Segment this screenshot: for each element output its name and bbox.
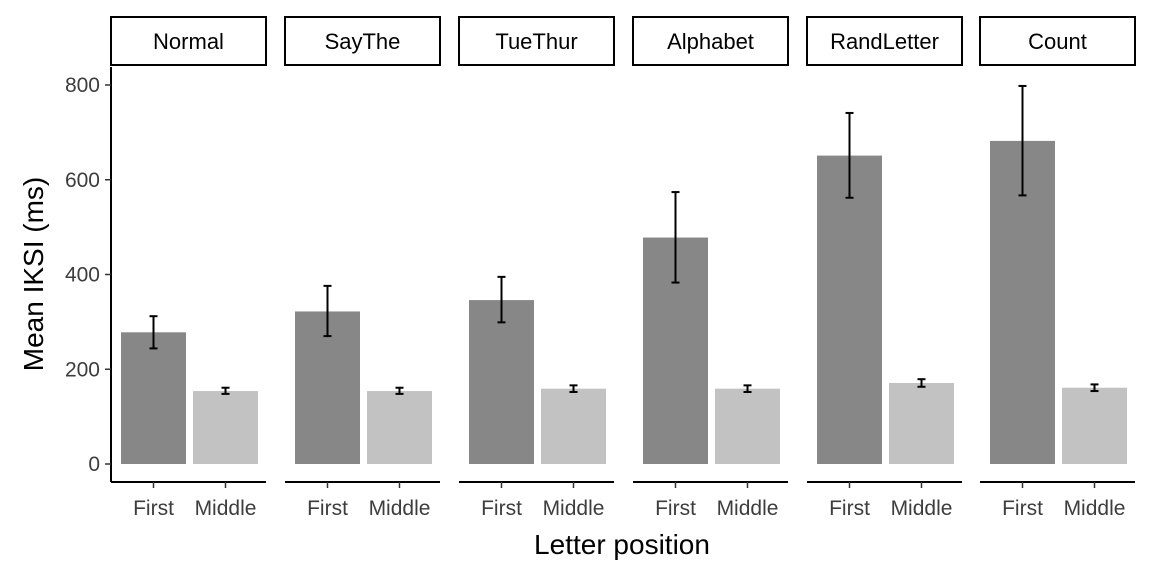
y-tick-label: 400 — [65, 264, 100, 287]
facet-strip-label: SayThe — [325, 29, 401, 54]
x-tick-label: First — [481, 497, 522, 520]
x-tick-label: Middle — [717, 497, 779, 520]
facet-strip — [458, 16, 615, 66]
y-tick-label: 200 — [65, 358, 100, 381]
facet-strip — [979, 16, 1136, 66]
x-tick-label: First — [1002, 497, 1043, 520]
facet-strip-label: Normal — [153, 29, 224, 54]
x-tick-label: Middle — [195, 497, 257, 520]
x-tick-label: Middle — [369, 497, 431, 520]
facet-panel-saythe: SayThe First Middle — [284, 16, 441, 520]
y-axis-title: Mean IKSI (ms) — [18, 177, 49, 371]
facet-strip-label: RandLetter — [830, 29, 939, 54]
facet-panel-normal: Normal First Middle — [110, 16, 267, 520]
x-tick-label: First — [307, 497, 348, 520]
x-tick-label: Middle — [543, 497, 605, 520]
facet-strip-label: Alphabet — [667, 29, 754, 54]
facet-panel-tuethur: TueThur First Middle — [458, 16, 615, 520]
facet-strip — [284, 16, 441, 66]
bar-first — [469, 300, 534, 464]
x-tick-label: Middle — [1064, 497, 1126, 520]
facet-panel-count: Count First Middle — [979, 16, 1136, 520]
y-tick-label: 0 — [88, 453, 100, 476]
facet-strip — [110, 16, 267, 66]
facet-panel-alphabet: Alphabet First Middle — [632, 16, 789, 520]
x-tick-label: First — [655, 497, 696, 520]
bar-middle — [1062, 387, 1127, 464]
bar-middle — [715, 388, 780, 464]
x-tick-label: First — [133, 497, 174, 520]
facet-strip-label: Count — [1028, 29, 1087, 54]
facet-strip-label: TueThur — [495, 29, 577, 54]
y-tick-label: 600 — [65, 169, 100, 192]
x-tick-label: Middle — [891, 497, 953, 520]
facet-panel-randletter: RandLetter First Middle — [806, 16, 963, 520]
bar-middle — [541, 388, 606, 464]
x-tick-label: First — [829, 497, 870, 520]
y-tick-label: 800 — [65, 74, 100, 97]
bar-middle — [367, 391, 432, 464]
facet-strip — [806, 16, 963, 66]
bar-middle — [889, 382, 954, 464]
bar-first — [121, 332, 186, 464]
bar-middle — [193, 391, 258, 464]
bar-first — [817, 155, 882, 464]
x-axis-title: Letter position — [534, 529, 710, 560]
facet-strip — [632, 16, 789, 66]
